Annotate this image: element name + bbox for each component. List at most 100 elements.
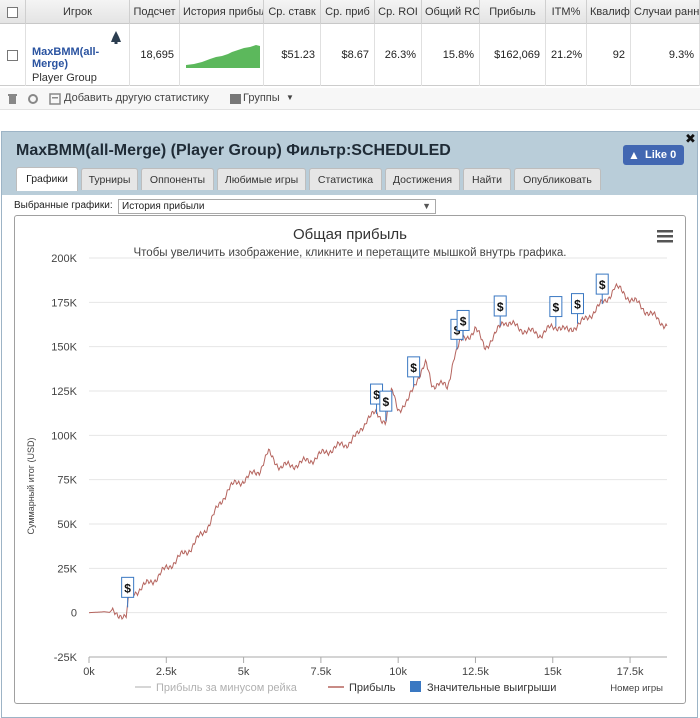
chevron-down-icon: ▼ [422, 201, 431, 211]
big-win-marker[interactable]: $ [549, 296, 563, 327]
legend-item-big-wins[interactable]: Значительные выигрыши [427, 682, 556, 694]
svg-text:$: $ [574, 298, 581, 312]
tab-find[interactable]: Найти [463, 168, 511, 190]
chart-title: Общая прибыль [293, 226, 407, 243]
player-name-line2: Merge) [32, 58, 69, 70]
y-tick-label: 175K [51, 297, 77, 309]
qualified-cell: 92 [587, 24, 631, 86]
early-cases-cell: 9.3% [631, 24, 700, 86]
tab-tournaments[interactable]: Турниры [81, 168, 138, 190]
tab-statistics[interactable]: Статистика [309, 168, 382, 190]
col-total-roi[interactable]: Общий RC [422, 0, 480, 24]
table-row[interactable]: MaxBMM(all- Merge) Player Group 18,695 $… [0, 24, 700, 86]
y-tick-label: 50K [57, 519, 77, 531]
col-count[interactable]: Подсчет [130, 0, 180, 24]
thumbs-up-icon: ▲ [628, 148, 640, 162]
groups-button[interactable]: Группы [243, 92, 280, 104]
table-toolbar: Добавить другую статистику Группы ▼ [0, 88, 700, 110]
y-tick-label: 200K [51, 253, 77, 265]
y-tick-label: 125K [51, 386, 77, 398]
profit-cell: $162,069 [480, 24, 546, 86]
big-win-marker[interactable]: $ [493, 295, 507, 326]
col-avg-profit[interactable]: Ср. приб [321, 0, 375, 24]
panel-title: MaxBMM(all-Merge) (Player Group) Фильтр:… [16, 142, 451, 159]
svg-text:$: $ [460, 314, 467, 328]
col-profit[interactable]: Прибыль [480, 0, 546, 24]
chart-frame[interactable]: -25K 0 25K 50K 75K 100K 125K 150K 175K 200K 0k 2.5k… [14, 215, 686, 704]
col-early-cases[interactable]: Случаи ранн [631, 0, 700, 24]
facebook-like-button[interactable]: ▲ Like 0 [623, 145, 684, 165]
chart-subtitle: Чтобы увеличить изображение, кликните и … [134, 247, 567, 259]
svg-text:$: $ [497, 300, 504, 314]
chart-select-value: История прибыли [122, 201, 205, 212]
tab-publish[interactable]: Опубликовать [514, 168, 601, 190]
x-tick-label: 7.5k [310, 666, 331, 678]
count-cell: 18,695 [130, 24, 180, 86]
tab-opponents[interactable]: Оппоненты [141, 168, 214, 190]
select-all-checkbox[interactable] [0, 0, 26, 24]
big-win-marker[interactable]: $ [456, 309, 470, 341]
profit-history-cell [180, 24, 264, 86]
stats-table: Игрок Подсчет История прибыл Ср. ставк С… [0, 0, 700, 86]
y-tick-label: 150K [51, 342, 77, 354]
legend-item-profit[interactable]: Прибыль [349, 682, 396, 694]
tab-charts[interactable]: Графики [16, 167, 78, 191]
player-panel: MaxBMM(all-Merge) (Player Group) Фильтр:… [1, 131, 698, 718]
svg-text:$: $ [382, 395, 389, 409]
player-name-line1: MaxBMM(all- [32, 46, 100, 58]
close-icon[interactable]: ✖ [685, 131, 696, 146]
add-stats-icon [49, 93, 61, 105]
legend-item-rakeback[interactable]: Прибыль за минусом рейка [156, 682, 298, 694]
x-tick-label: 17.5k [617, 666, 644, 678]
itm-cell: 21.2% [546, 24, 587, 86]
x-axis-label: Номер игры [610, 683, 663, 694]
selected-charts-label: Выбранные графики: [14, 200, 113, 211]
big-win-marker[interactable]: $ [595, 273, 609, 305]
col-qualified[interactable]: Квалиф [587, 0, 631, 24]
refresh-icon[interactable] [27, 93, 39, 105]
chart-select[interactable]: История прибыли ▼ [118, 199, 436, 214]
big-win-marker[interactable]: $ [379, 390, 393, 422]
chevron-down-icon[interactable]: ▼ [286, 93, 294, 102]
avg-roi-cell: 26.3% [375, 24, 422, 86]
pin-icon[interactable] [108, 30, 124, 44]
add-stats-button[interactable]: Добавить другую статистику [64, 92, 209, 104]
col-avg-roi[interactable]: Ср. ROI [375, 0, 422, 24]
like-label: Like 0 [645, 149, 677, 161]
svg-text:$: $ [599, 278, 606, 292]
x-tick-label: 2.5k [156, 666, 177, 678]
svg-text:$: $ [553, 301, 560, 315]
table-header: Игрок Подсчет История прибыл Ср. ставк С… [0, 0, 700, 24]
big-win-marker[interactable]: $ [407, 356, 421, 387]
col-avg-stake[interactable]: Ср. ставк [264, 0, 321, 24]
svg-text:$: $ [373, 388, 380, 402]
player-group: Player Group [32, 72, 97, 84]
panel-header: MaxBMM(all-Merge) (Player Group) Фильтр:… [2, 131, 697, 195]
y-tick-label: 25K [57, 563, 77, 575]
y-tick-label: 100K [51, 430, 77, 442]
legend-swatch-big-wins [410, 681, 421, 692]
chart-legend: Прибыль за минусом рейка Прибыль Значите… [135, 681, 556, 694]
total-roi-cell: 15.8% [422, 24, 480, 86]
player-name-link[interactable]: MaxBMM(all- Merge) [32, 46, 99, 70]
row-checkbox[interactable] [0, 24, 26, 86]
big-win-marker[interactable]: $ [121, 576, 135, 608]
x-tick-label: 12.5k [462, 666, 489, 678]
player-cell [26, 24, 130, 86]
profit-sparkline [186, 45, 260, 68]
svg-text:$: $ [410, 361, 417, 375]
tab-favorite-games[interactable]: Любимые игры [217, 168, 306, 190]
series-line-profit [88, 282, 668, 620]
y-tick-label: -25K [54, 652, 78, 664]
profit-chart[interactable]: -25K 0 25K 50K 75K 100K 125K 150K 175K 200K 0k 2.5k… [15, 216, 685, 703]
avg-profit-cell: $8.67 [321, 24, 375, 86]
col-player[interactable]: Игрок [26, 0, 130, 24]
trash-icon[interactable] [7, 93, 18, 105]
tab-achievements[interactable]: Достижения [385, 168, 460, 190]
hamburger-menu-icon[interactable] [657, 230, 673, 243]
groups-icon [230, 94, 241, 104]
x-tick-label: 5k [238, 666, 250, 678]
col-itm[interactable]: ITM% [546, 0, 587, 24]
big-win-marker[interactable]: $ [570, 293, 584, 324]
col-profit-history[interactable]: История прибыл [180, 0, 264, 24]
